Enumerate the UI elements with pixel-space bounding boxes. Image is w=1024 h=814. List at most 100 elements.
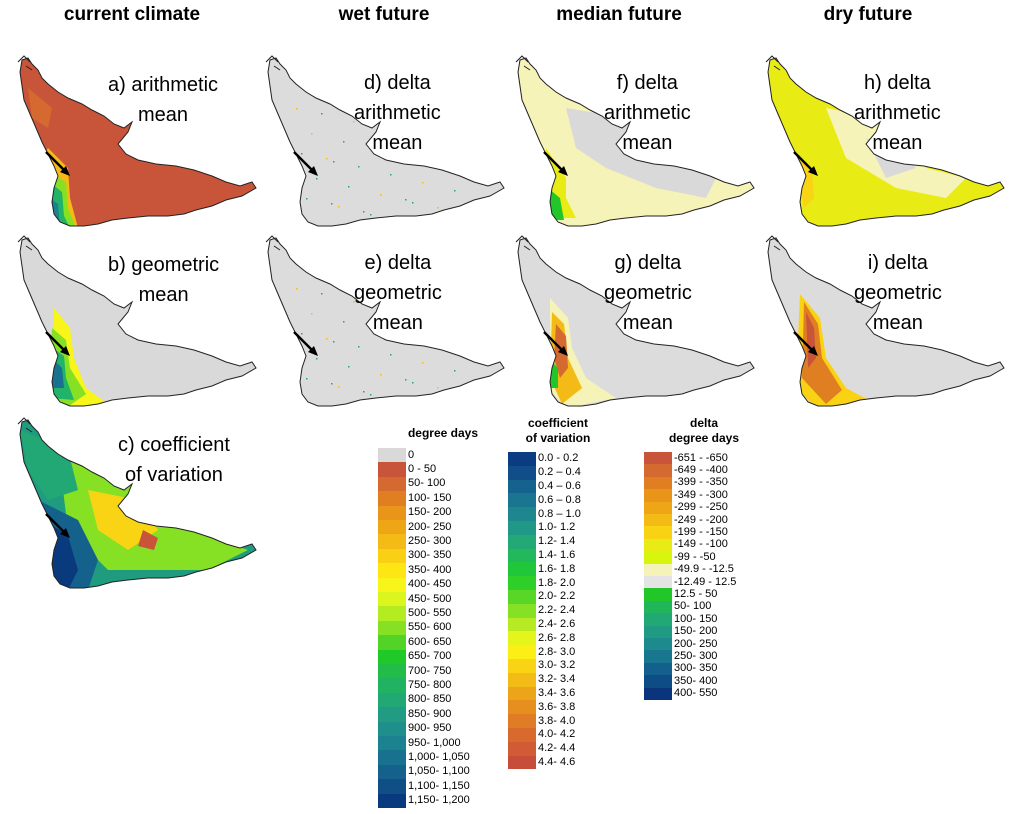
legend-swatch	[378, 577, 406, 592]
location-arrow-icon	[45, 331, 70, 356]
legend-label: 0	[408, 448, 415, 461]
legend-swatch	[508, 507, 536, 521]
panel-label-line: a) arithmetic	[108, 74, 219, 96]
legend-coefficient-of-variation: coefficient of variation 0.0 - 0.2 0.2 – 0.…	[508, 416, 608, 776]
legend-swatch	[644, 625, 672, 638]
legend-item: 12.5 - 50	[644, 588, 718, 601]
legend-label: -49.9 - -12.5	[674, 563, 734, 576]
legend-swatch	[644, 576, 672, 589]
map-svg	[17, 417, 257, 589]
panel-label-line: g) delta	[614, 252, 682, 274]
legend-label: 1,150- 1,200	[408, 794, 470, 807]
panel-label-line: mean	[622, 312, 673, 334]
legend-label: 0 - 50	[408, 463, 437, 476]
legend-item: -199 - -150	[644, 526, 728, 539]
panel-label-line: arithmetic	[604, 102, 691, 124]
legend-swatch	[644, 650, 672, 663]
legend-swatch	[644, 476, 672, 490]
legend-swatch	[378, 736, 406, 751]
legend-item: -149 - -100	[644, 538, 728, 552]
legend-label: 12.5 - 50	[674, 588, 718, 601]
legend-item: 250- 300	[644, 650, 718, 663]
legend-swatch	[644, 526, 672, 539]
legend-swatch	[378, 606, 406, 621]
legend-label: -349 - -300	[674, 488, 728, 501]
legend-label: -149 - -100	[674, 538, 728, 551]
panel-label-h: h) delta arithmetic mean	[854, 68, 941, 158]
legend-swatch	[378, 664, 406, 679]
legend-label: 0.6 – 0.8	[538, 493, 581, 506]
legend-label: 1.0- 1.2	[538, 521, 576, 534]
legend-item: 0 - 50	[378, 462, 437, 477]
legend-swatch	[378, 548, 406, 564]
legend-swatch	[508, 645, 536, 659]
location-arrow-icon	[293, 331, 318, 356]
legend-item: 200- 250	[378, 520, 451, 535]
legend-item: 150- 200	[378, 505, 451, 520]
legend-item: 400- 550	[644, 687, 718, 700]
legend-item: 600- 650	[378, 635, 451, 650]
legend-swatch	[508, 617, 536, 632]
legend-swatch	[378, 491, 406, 506]
panel-label-b: b) geometric mean	[108, 250, 219, 310]
legend-swatch	[378, 620, 406, 636]
panel-label-line: e) delta	[364, 252, 432, 274]
legend-label: 300- 350	[408, 549, 452, 562]
legend-label: 350- 400	[408, 563, 452, 576]
legend-swatch	[508, 465, 536, 480]
legend-item: 3.4- 3.6	[508, 686, 575, 701]
legend-label: 3.0- 3.2	[538, 659, 576, 672]
legend-swatch	[378, 779, 406, 794]
legend-item: 1,150- 1,200	[378, 793, 470, 808]
legend-label: 950- 1,000	[408, 736, 461, 749]
legend-item: 550- 600	[378, 620, 451, 636]
legend-title-line: degree days	[668, 431, 740, 445]
legend-swatch	[644, 675, 672, 688]
legend-swatch	[644, 687, 672, 700]
legend-label: 100- 150	[674, 612, 718, 625]
legend-swatch	[378, 707, 406, 722]
panel-label-line: mean	[872, 132, 923, 154]
legend-item: 1.2- 1.4	[508, 534, 575, 549]
panel-label-line: arithmetic	[354, 102, 441, 124]
legend-label: -99 - -50	[674, 550, 716, 563]
legend-item: 0.6 – 0.8	[508, 493, 581, 508]
legend-swatch	[378, 678, 406, 693]
legend-title-line: delta	[689, 416, 718, 430]
legend-label: 800- 850	[408, 693, 452, 706]
legend-swatch	[378, 635, 406, 650]
legend-swatch	[644, 501, 672, 514]
legend-delta-degree-days: delta degree days -651 - -650 -649 - -400 -3…	[644, 416, 764, 706]
map-panel-e: e) delta geometric mean	[256, 228, 506, 408]
legend-item: 0	[378, 448, 415, 463]
legend-item: -249 - -200	[644, 514, 728, 527]
legend-label: 250- 300	[674, 650, 718, 663]
legend-label: -651 - -650	[674, 451, 728, 464]
panel-label-d: d) delta arithmetic mean	[354, 68, 441, 158]
legend-label: 100- 150	[408, 491, 452, 504]
legend-label: 0.0 - 0.2	[538, 452, 579, 465]
legend-item: 50- 100	[644, 600, 711, 614]
legend-item: 1,000- 1,050	[378, 750, 470, 765]
legend-label: 0.4 – 0.6	[538, 479, 581, 492]
panel-label-line: mean	[138, 284, 189, 306]
legend-label: -299 - -250	[674, 501, 728, 514]
legend-label: 250- 300	[408, 535, 452, 548]
legend-label: 650- 700	[408, 650, 452, 663]
legend-item: 0.8 – 1.0	[508, 507, 581, 521]
legend-label: 3.2- 3.4	[538, 673, 576, 686]
legend-title-line: degree days	[407, 426, 479, 440]
legend-swatch	[644, 464, 672, 477]
panel-label-line: geometric	[354, 282, 442, 304]
legend-label: -199 - -150	[674, 526, 728, 539]
legend-label: 2.4- 2.6	[538, 617, 576, 630]
legend-item: -99 - -50	[644, 550, 716, 564]
location-arrow-icon	[543, 151, 568, 176]
legend-item: 2.2- 2.4	[508, 603, 576, 618]
column-heading-current-climate: current climate	[63, 4, 201, 25]
legend-item: 800- 850	[378, 692, 452, 708]
legend-label: 400- 550	[674, 687, 718, 700]
legend-label: 2.2- 2.4	[538, 604, 576, 617]
legend-title: coefficient of variation	[508, 416, 608, 446]
legend-swatch	[508, 603, 536, 618]
